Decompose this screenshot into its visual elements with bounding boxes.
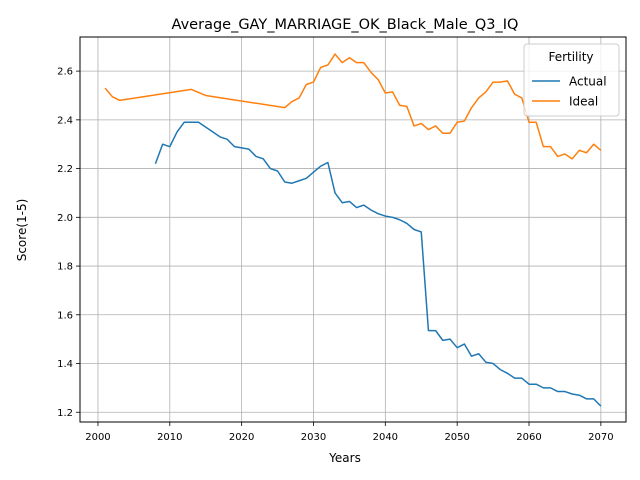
- chart-title: Average_GAY_MARRIAGE_OK_Black_Male_Q3_IQ: [172, 17, 519, 33]
- y-axis-label: Score(1-5): [15, 199, 29, 262]
- legend-label-ideal: Ideal: [569, 95, 598, 109]
- legend-label-actual: Actual: [569, 75, 607, 89]
- y-tick-label: 1.8: [57, 262, 73, 273]
- x-tick-label: 2020: [229, 432, 254, 443]
- y-tick-label: 1.6: [57, 310, 73, 321]
- y-tick-label: 1.4: [57, 359, 73, 370]
- y-tick-label: 2.6: [57, 67, 73, 78]
- x-tick-label: 2040: [373, 432, 398, 443]
- y-tick-label: 2.2: [57, 164, 73, 175]
- y-tick-label: 1.2: [57, 408, 73, 419]
- x-tick-label: 2070: [588, 432, 613, 443]
- x-tick-label: 2030: [301, 432, 326, 443]
- y-tick-label: 2.0: [57, 213, 73, 224]
- legend-title: Fertility: [548, 50, 593, 64]
- legend: Fertility Actual Ideal: [524, 44, 619, 116]
- x-tick-label: 2000: [85, 432, 110, 443]
- y-tick-label: 2.4: [57, 115, 73, 126]
- x-tick-label: 2010: [157, 432, 182, 443]
- x-tick-label: 2050: [444, 432, 469, 443]
- x-tick-label: 2060: [516, 432, 541, 443]
- x-axis-label: Years: [328, 451, 361, 465]
